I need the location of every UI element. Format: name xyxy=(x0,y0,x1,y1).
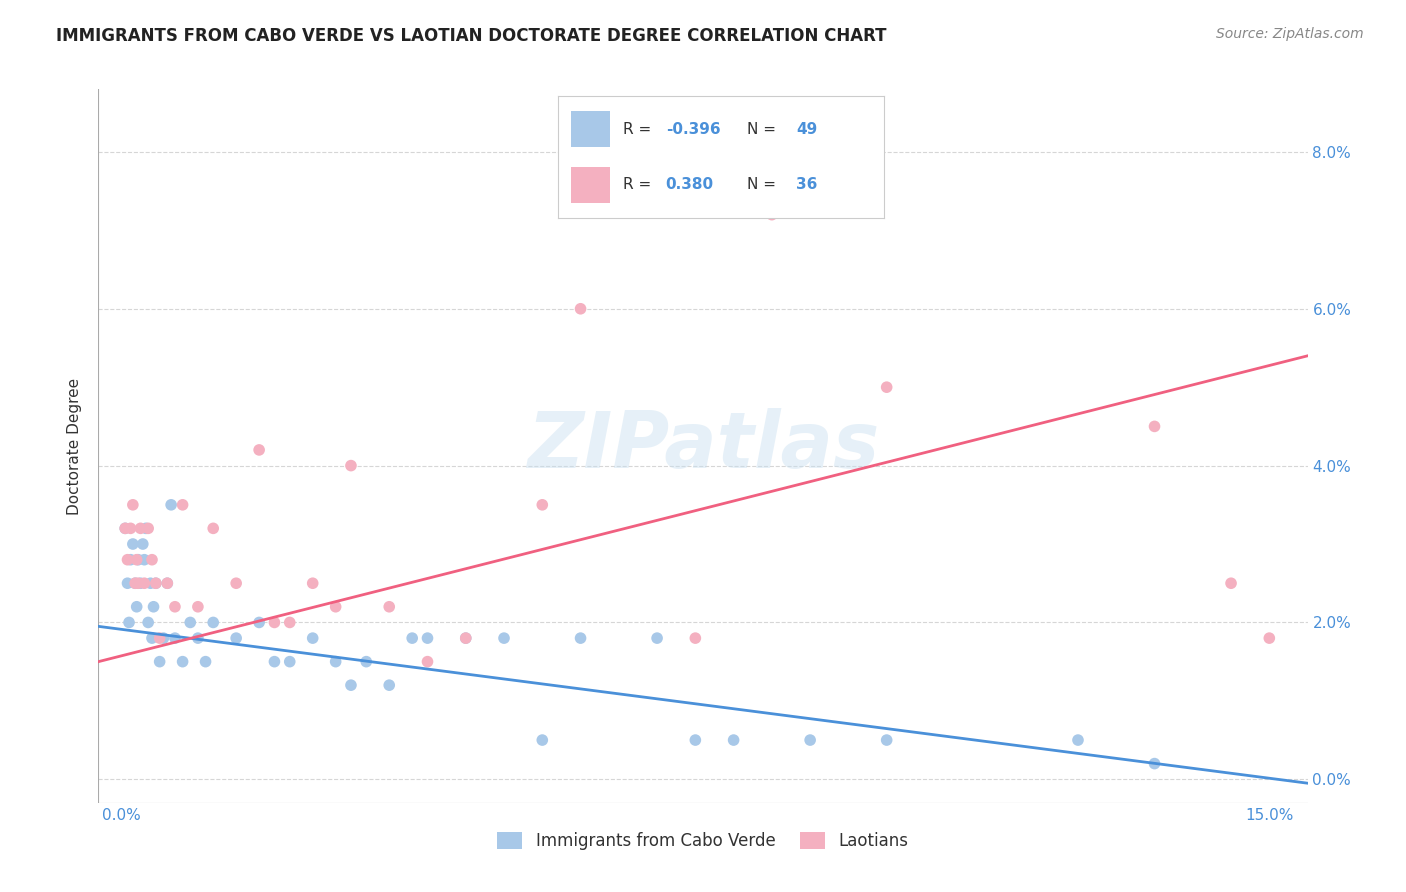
Point xyxy=(149,655,172,669)
Point xyxy=(163,631,186,645)
Point xyxy=(301,576,323,591)
Point xyxy=(141,552,163,566)
Point xyxy=(120,552,142,566)
Point xyxy=(117,552,139,566)
Point xyxy=(156,576,179,591)
Point xyxy=(325,599,347,614)
Point xyxy=(569,631,592,645)
Point xyxy=(685,733,707,747)
Point xyxy=(149,631,172,645)
Point xyxy=(761,208,783,222)
Point xyxy=(723,733,745,747)
Point xyxy=(172,655,194,669)
Point xyxy=(145,576,167,591)
Point xyxy=(454,631,477,645)
Point xyxy=(416,655,439,669)
Point xyxy=(118,615,141,630)
Point xyxy=(134,576,156,591)
Text: Source: ZipAtlas.com: Source: ZipAtlas.com xyxy=(1216,27,1364,41)
Point xyxy=(129,521,152,535)
Point xyxy=(799,733,821,747)
Point xyxy=(135,521,157,535)
Point xyxy=(136,521,159,535)
Point xyxy=(247,615,270,630)
Point xyxy=(531,733,554,747)
Point xyxy=(1143,419,1166,434)
Point xyxy=(125,599,148,614)
Point xyxy=(121,537,143,551)
Y-axis label: Doctorate Degree: Doctorate Degree xyxy=(67,377,83,515)
Point xyxy=(127,576,149,591)
Point xyxy=(876,380,898,394)
Point xyxy=(492,631,515,645)
Point xyxy=(187,599,209,614)
Point xyxy=(876,733,898,747)
Point xyxy=(202,615,225,630)
Point xyxy=(247,442,270,457)
Point xyxy=(1143,756,1166,771)
Point xyxy=(120,521,142,535)
Point xyxy=(127,552,149,566)
Text: IMMIGRANTS FROM CABO VERDE VS LAOTIAN DOCTORATE DEGREE CORRELATION CHART: IMMIGRANTS FROM CABO VERDE VS LAOTIAN DO… xyxy=(56,27,887,45)
Point xyxy=(263,615,285,630)
Point xyxy=(1220,576,1243,591)
Point xyxy=(194,655,217,669)
Point xyxy=(145,576,167,591)
Point xyxy=(356,655,378,669)
Point xyxy=(124,576,146,591)
Point xyxy=(1258,631,1281,645)
Text: ZIPatlas: ZIPatlas xyxy=(527,408,879,484)
Point xyxy=(114,521,136,535)
Point xyxy=(187,631,209,645)
Point xyxy=(163,599,186,614)
Point xyxy=(160,498,183,512)
Point xyxy=(416,631,439,645)
Point xyxy=(136,615,159,630)
Point xyxy=(278,615,301,630)
Point xyxy=(278,655,301,669)
Point xyxy=(325,655,347,669)
Point xyxy=(202,521,225,535)
Point xyxy=(569,301,592,316)
Point xyxy=(125,552,148,566)
Point xyxy=(139,576,162,591)
Point xyxy=(378,678,401,692)
Point xyxy=(401,631,423,645)
Point xyxy=(117,576,139,591)
Point xyxy=(134,552,156,566)
Point xyxy=(454,631,477,645)
Point xyxy=(141,631,163,645)
Point xyxy=(129,576,152,591)
Point xyxy=(1067,733,1090,747)
Point xyxy=(378,599,401,614)
Point xyxy=(225,631,247,645)
Point xyxy=(340,458,363,473)
Point xyxy=(121,498,143,512)
Point xyxy=(132,537,155,551)
Point xyxy=(263,655,285,669)
Point xyxy=(142,599,165,614)
Point xyxy=(685,631,707,645)
Legend: Immigrants from Cabo Verde, Laotians: Immigrants from Cabo Verde, Laotians xyxy=(489,824,917,859)
Point xyxy=(531,498,554,512)
Point xyxy=(225,576,247,591)
Point xyxy=(114,521,136,535)
Point xyxy=(645,631,668,645)
Point xyxy=(179,615,201,630)
Point xyxy=(340,678,363,692)
Point xyxy=(152,631,174,645)
Point xyxy=(124,576,146,591)
Point xyxy=(172,498,194,512)
Point xyxy=(301,631,323,645)
Point xyxy=(156,576,179,591)
